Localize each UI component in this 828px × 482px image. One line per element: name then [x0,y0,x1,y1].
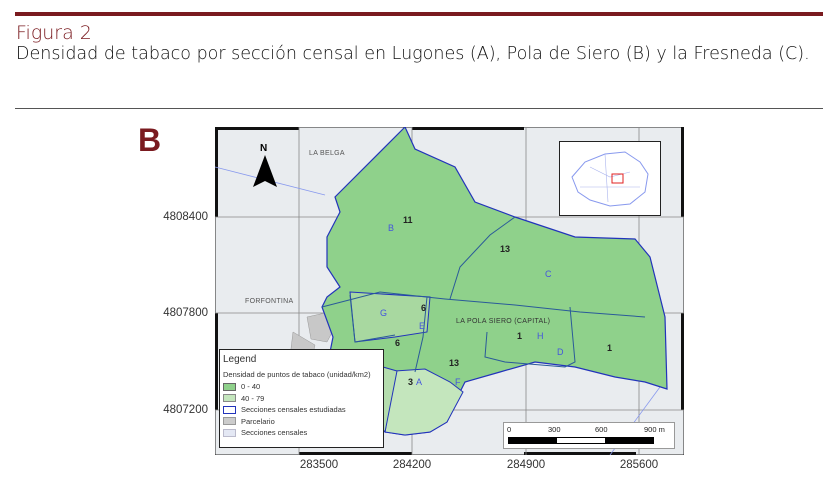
divider [15,108,823,109]
figure-title: Densidad de tabaco por sección censal en… [16,44,810,64]
legend-item: Secciones censales [223,427,383,439]
scale-label: 300 [548,425,561,434]
header-rule [15,12,823,16]
legend-item: 40 - 79 [223,393,383,405]
scale-label: 0 [507,425,512,434]
legend-label: Secciones censales estudiadas [241,405,346,415]
section-count: 13 [449,358,459,368]
section-letter: B [388,223,394,233]
swatch-icon [223,382,236,391]
north-arrow-icon [253,155,277,187]
scale-label: 900 m [644,425,665,434]
x-tick: 285600 [619,459,659,471]
y-tick: 4808400 [163,211,208,223]
place-label: LA POLA SIERO (CAPITAL) [456,318,551,325]
north-label: N [260,143,267,154]
section-count: 13 [500,244,510,254]
y-tick: 4807200 [163,404,208,416]
legend-title: Legend [223,354,257,365]
legend-label: Secciones censales [241,428,308,438]
locator-map-icon [571,151,649,207]
section-count: 1 [607,343,612,353]
swatch-icon [223,417,236,426]
section-count: 6 [395,338,400,348]
x-tick: 284200 [392,459,432,471]
y-tick: 4807800 [163,307,208,319]
section-letter: G [380,308,387,318]
legend-item: Secciones censales estudiadas [223,404,383,416]
section-count: 6 [421,303,426,313]
x-tick: 284900 [506,459,546,471]
legend-label: 0 - 40 [241,382,261,392]
place-label: LA BELGA [309,150,345,157]
locator-inset-map [559,141,661,216]
swatch-icon [223,428,236,437]
section-count: 3 [408,377,413,387]
section-letter: E [419,321,425,331]
legend-item: 0 - 40 [223,381,383,393]
legend: Legend Densidad de puntos de tabaco (uni… [219,349,384,448]
scale-label: 600 [595,425,608,434]
legend-subtitle: Densidad de puntos de tabaco (unidad/km2… [223,370,371,379]
section-letter: C [545,269,552,279]
figure-label: Figura 2 [16,22,92,44]
section-letter: A [416,377,422,387]
section-letter: D [557,347,564,357]
x-tick: 283500 [299,459,339,471]
section-count: 11 [403,215,413,225]
section-letter: F [455,377,461,387]
section-letter: H [537,331,544,341]
scale-bar: 0 300 600 900 m [503,422,675,449]
place-label: FORFONTINA [245,298,294,305]
legend-item: Parcelario [223,416,383,428]
legend-label: 40 - 79 [241,393,265,403]
swatch-icon [223,405,236,414]
swatch-icon [223,394,236,403]
panel-letter: B [138,122,162,158]
section-count: 1 [517,331,522,341]
legend-label: Parcelario [241,416,275,426]
